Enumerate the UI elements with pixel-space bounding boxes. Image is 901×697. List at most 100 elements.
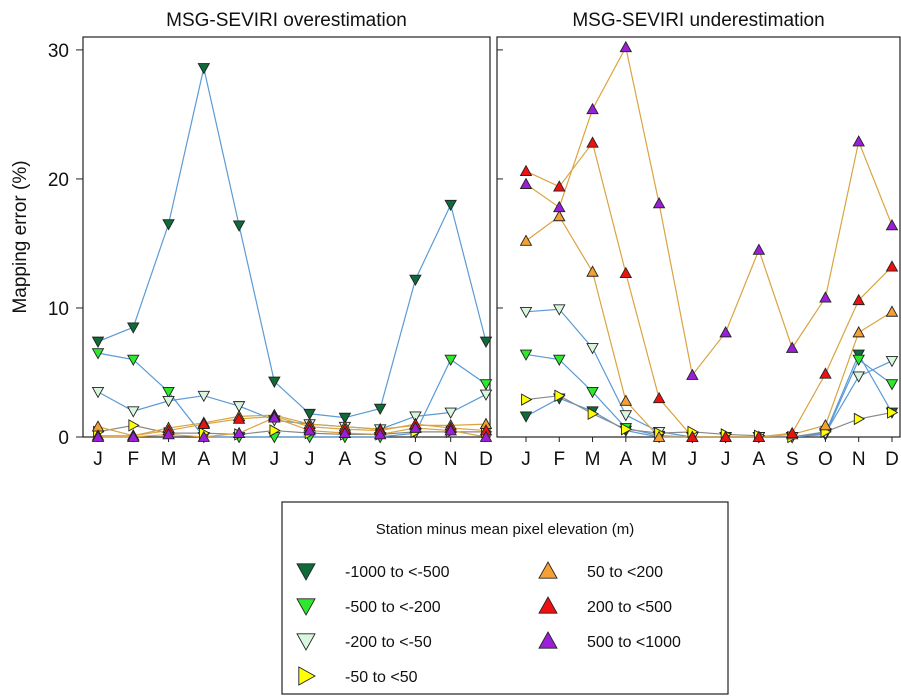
x-tick-label: O	[818, 449, 833, 470]
data-point	[268, 376, 281, 388]
x-tick-label: J	[721, 449, 731, 470]
y-tick-label: 0	[58, 428, 69, 449]
data-point	[885, 356, 899, 368]
x-tick-label: J	[270, 449, 280, 470]
x-tick-label: M	[161, 449, 177, 470]
legend-label: 500 to <1000	[587, 634, 681, 651]
data-point	[232, 401, 246, 413]
data-point	[885, 218, 899, 231]
series-line	[97, 414, 486, 437]
data-point	[819, 367, 832, 379]
data-point	[586, 343, 599, 355]
legend-marker	[296, 563, 316, 581]
data-point	[127, 406, 140, 418]
plot-frame	[496, 36, 901, 438]
legend-marker	[296, 633, 316, 651]
x-tick-label: A	[339, 449, 352, 470]
data-point	[885, 379, 899, 391]
y-tick-label: 20	[48, 170, 69, 191]
series-line	[525, 308, 893, 438]
series-line	[97, 352, 487, 438]
data-point	[885, 305, 899, 317]
plot-frame	[82, 36, 491, 438]
data-point	[269, 424, 281, 437]
legend-title: Station minus mean pixel elevation (m)	[376, 521, 634, 538]
data-point	[127, 430, 140, 442]
x-tick-label: F	[553, 449, 565, 470]
data-point	[444, 199, 457, 212]
x-tick-label: N	[852, 449, 866, 470]
data-point	[619, 410, 633, 422]
data-point	[686, 368, 699, 380]
series-line	[525, 45, 893, 377]
data-point	[479, 430, 493, 442]
data-point	[338, 412, 352, 425]
legend-marker	[296, 598, 316, 616]
data-point	[197, 417, 211, 429]
x-tick-label: A	[197, 449, 210, 470]
data-point	[479, 336, 493, 348]
x-tick-label: O	[408, 449, 423, 470]
data-point	[91, 386, 105, 399]
data-point	[752, 430, 766, 442]
data-point	[719, 430, 732, 442]
y-axis-label: Mapping error (%)	[10, 160, 31, 313]
data-point	[303, 408, 316, 421]
data-point	[373, 403, 387, 416]
y-tick-label: 10	[48, 299, 69, 320]
legend-label: 200 to <500	[587, 599, 672, 616]
panel-title: MSG-SEVIRI underestimation	[572, 10, 824, 31]
legend-label: 50 to <200	[587, 564, 663, 581]
series-line	[97, 67, 487, 419]
data-point	[162, 396, 175, 408]
data-point	[586, 102, 599, 115]
x-tick-label: S	[374, 449, 387, 470]
data-point	[521, 393, 533, 406]
data-point	[553, 354, 566, 367]
x-tick-label: D	[479, 449, 493, 470]
data-point	[127, 322, 140, 334]
data-point	[162, 386, 175, 399]
series-line	[525, 395, 893, 438]
data-point	[338, 426, 352, 438]
data-point	[232, 412, 246, 424]
data-point	[303, 424, 316, 436]
x-tick-label: D	[885, 449, 899, 470]
x-tick-label: N	[444, 449, 458, 470]
data-point	[819, 418, 832, 431]
data-point	[852, 293, 865, 306]
series-line	[525, 215, 893, 438]
data-point	[127, 354, 140, 367]
series-line	[97, 391, 487, 430]
data-point	[619, 40, 633, 53]
legend: Station minus mean pixel elevation (m) -1…	[281, 501, 729, 695]
data-point	[444, 424, 457, 436]
data-point	[652, 197, 666, 209]
x-tick-label: A	[753, 449, 766, 470]
data-point	[519, 234, 533, 246]
x-tick-label: F	[127, 449, 139, 470]
data-point	[91, 348, 105, 360]
data-point	[553, 209, 566, 222]
data-point	[232, 220, 246, 232]
panel-title: MSG-SEVIRI overestimation	[166, 10, 407, 31]
legend-marker	[538, 631, 558, 649]
data-point	[586, 136, 599, 148]
data-point	[444, 407, 457, 419]
data-point	[197, 63, 211, 75]
data-point	[519, 411, 533, 423]
series-line	[98, 416, 487, 438]
data-point	[785, 426, 799, 438]
data-point	[686, 430, 699, 442]
data-point	[752, 243, 766, 255]
data-point	[785, 341, 799, 353]
x-tick-label: J	[93, 449, 103, 470]
data-point	[479, 389, 493, 401]
data-point	[519, 306, 533, 319]
data-point	[373, 427, 387, 440]
data-point	[852, 326, 865, 338]
data-point	[619, 266, 633, 278]
data-point	[519, 164, 533, 177]
data-point	[819, 291, 832, 303]
data-point	[852, 135, 865, 147]
